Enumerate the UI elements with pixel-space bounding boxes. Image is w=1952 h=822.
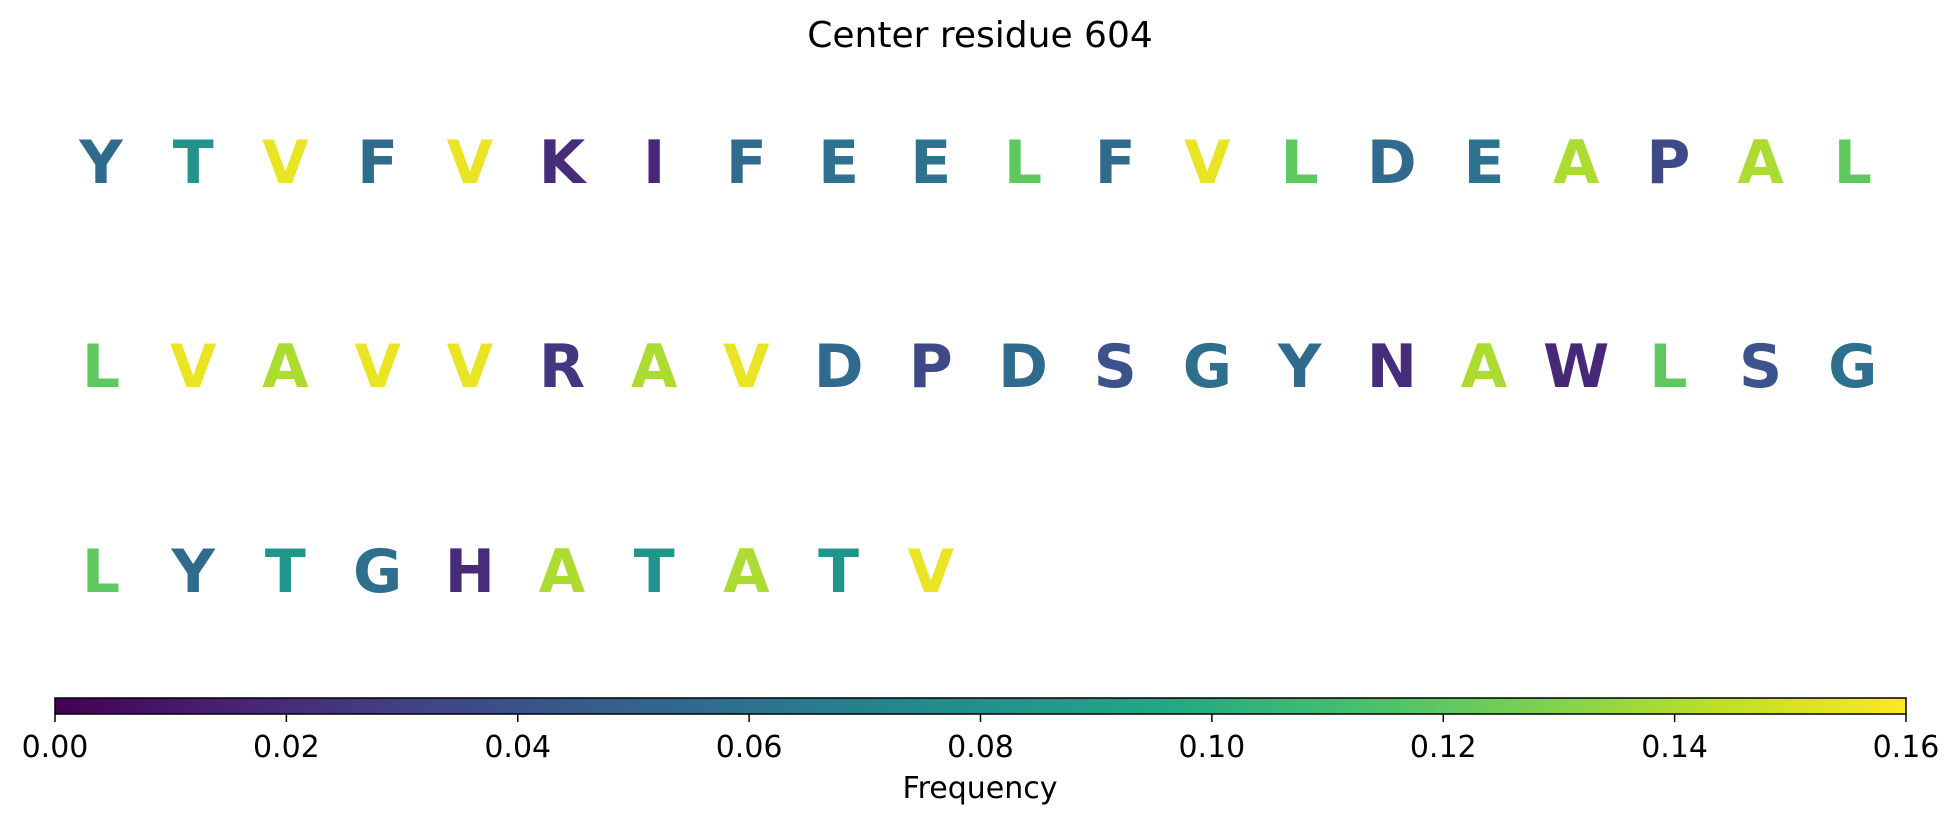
colorbar-tick-label: 0.02 [253,730,320,765]
residue-letter: A [262,332,309,402]
colorbar: 0.00 0.02 0.04 0.06 0.08 0.10 0.12 0.14 0.16 Fre… [22,697,1940,806]
residue-letter: A [1737,128,1784,198]
residue-letter: L [1834,128,1872,198]
residue-letter: T [173,128,214,198]
residue-letter: A [631,332,678,402]
residue-letter: N [1367,332,1417,402]
residue-letter: P [909,332,953,402]
residue-letter: K [539,128,588,198]
residue-letter: Y [1277,332,1323,402]
residue-letter: E [1464,128,1505,198]
colorbar-ticks: 0.00 0.02 0.04 0.06 0.08 0.10 0.12 0.14 0.16 [22,714,1940,765]
colorbar-tick-label: 0.04 [484,730,551,765]
colorbar-tick-label: 0.08 [947,730,1014,765]
residue-letter: T [818,537,859,607]
residue-letter: S [1739,332,1782,402]
residue-letter: V [170,332,217,402]
colorbar-tick-label: 0.12 [1410,730,1477,765]
residue-letter: F [357,128,398,198]
colorbar-label: Frequency [903,771,1058,806]
residue-letter: A [723,537,770,607]
residue-letter: V [1184,128,1231,198]
residue-letter: F [1095,128,1136,198]
residue-letter: L [1280,128,1318,198]
residue-letter: L [1649,332,1687,402]
residue-letter: D [814,332,864,402]
residue-letter: E [818,128,859,198]
residue-letter: Y [78,128,124,198]
residue-letter: V [447,332,494,402]
colorbar-gradient [54,697,1907,715]
residue-letter: F [726,128,767,198]
colorbar-tick-label: 0.00 [22,730,89,765]
residue-letter: V [908,537,955,607]
residue-letter: D [1367,128,1417,198]
residue-letter: L [82,332,120,402]
residue-letter: G [1183,332,1232,402]
residue-letter: L [1004,128,1042,198]
residue-grid: Y T V F V K I F E E L F V L D E A P A LL V A V V R A V D P D S G Y N A W L S G… [78,128,1877,607]
residue-letter: G [1828,332,1877,402]
residue-letter: Y [170,537,216,607]
residue-letter: V [723,332,770,402]
colorbar-tick-label: 0.14 [1641,730,1708,765]
residue-letter: T [265,537,306,607]
residue-letter: R [539,332,585,402]
residue-letter: P [1646,128,1690,198]
residue-letter: G [353,537,402,607]
colorbar-tick-label: 0.16 [1873,730,1940,765]
chart-title: Center residue 604 [807,15,1153,56]
colorbar-tick-label: 0.10 [1178,730,1245,765]
residue-letter: S [1094,332,1137,402]
residue-letter: V [262,128,309,198]
residue-letter: D [998,332,1048,402]
residue-letter: H [445,537,495,607]
residue-letter: A [1461,332,1508,402]
residue-letter: L [82,537,120,607]
colorbar-tick-label: 0.06 [716,730,783,765]
residue-letter: W [1543,332,1609,402]
residue-letter: A [539,537,586,607]
residue-letter: E [910,128,951,198]
residue-letter: I [643,128,665,198]
residue-letter: T [634,537,675,607]
residue-letter: A [1553,128,1600,198]
residue-letter: V [354,332,401,402]
residue-letter: V [447,128,494,198]
